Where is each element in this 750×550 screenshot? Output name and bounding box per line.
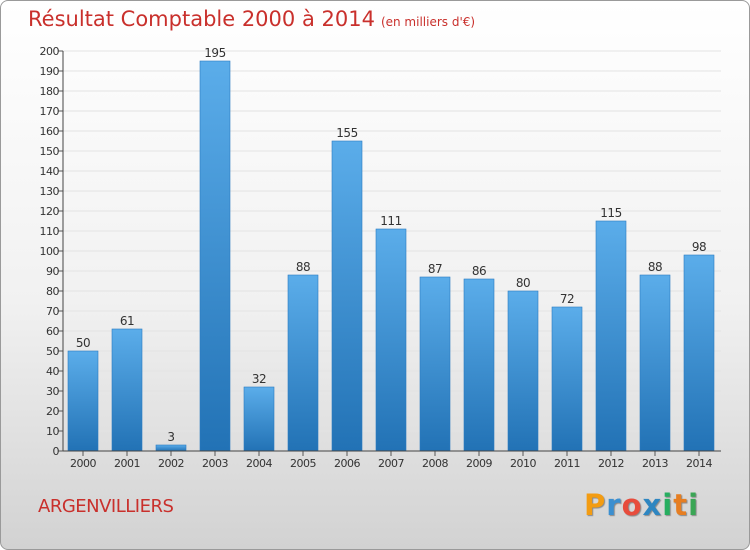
x-tick-label: 2002 xyxy=(158,457,184,470)
x-tick-label: 2004 xyxy=(246,457,272,470)
logo-letter: x xyxy=(642,488,663,522)
data-label-2001: 61 xyxy=(120,314,134,328)
bars xyxy=(67,60,715,452)
y-tick-label: 110 xyxy=(40,225,60,238)
chart-title-text: Résultat Comptable 2000 à 2014 xyxy=(28,7,375,31)
logo-letter: o xyxy=(621,488,643,522)
y-tick-label: 170 xyxy=(40,105,60,118)
data-label-2007: 111 xyxy=(380,214,401,228)
bar-2011 xyxy=(551,306,583,452)
logo-letter: i xyxy=(662,488,674,522)
bar-2002 xyxy=(155,444,187,452)
bar-2014 xyxy=(683,254,715,452)
x-axis-ticks: 2000 2001 2002 2003 2004 2005 2006 2007 2008 2009… xyxy=(70,451,713,470)
logo-letter: P xyxy=(584,488,607,522)
data-label-2002: 3 xyxy=(167,430,174,444)
axes xyxy=(62,51,721,452)
y-tick-label: 0 xyxy=(53,445,60,458)
data-label-2010: 80 xyxy=(516,276,530,290)
bar-2003 xyxy=(199,60,231,452)
x-tick-label: 2011 xyxy=(554,457,580,470)
x-tick-label: 2010 xyxy=(510,457,536,470)
x-tick-label: 2001 xyxy=(114,457,140,470)
data-label-2005: 88 xyxy=(296,260,310,274)
y-tick-label: 20 xyxy=(46,405,59,418)
x-tick-label: 2014 xyxy=(686,457,712,470)
data-label-2013: 88 xyxy=(648,260,662,274)
x-tick-label: 2013 xyxy=(642,457,668,470)
y-tick-label: 160 xyxy=(40,125,60,138)
bar-2007 xyxy=(375,228,407,452)
bar-2001 xyxy=(111,328,143,452)
data-label-2003: 195 xyxy=(204,46,225,60)
bar-2006 xyxy=(331,140,363,452)
bar-2000 xyxy=(67,350,99,452)
data-label-2004: 32 xyxy=(252,372,266,386)
bar-2012 xyxy=(595,220,627,452)
data-label-2008: 87 xyxy=(428,262,442,276)
y-tick-label: 120 xyxy=(40,205,60,218)
y-tick-label: 10 xyxy=(46,425,59,438)
bar-2005 xyxy=(287,274,319,452)
y-tick-label: 200 xyxy=(40,45,60,58)
bar-2008 xyxy=(419,276,451,452)
data-labels: 50 61 3 195 32 88 155 111 87 86 80 72 115 88 98 xyxy=(76,46,707,444)
y-tick-label: 30 xyxy=(46,385,59,398)
data-label-2009: 86 xyxy=(472,264,486,278)
y-tick-label: 40 xyxy=(46,365,59,378)
y-tick-label: 180 xyxy=(40,85,60,98)
logo-letter: i xyxy=(688,488,700,522)
logo-letter: r xyxy=(606,488,622,522)
x-tick-label: 2005 xyxy=(290,457,316,470)
x-tick-label: 2007 xyxy=(378,457,404,470)
bar-2004 xyxy=(243,386,275,452)
bar-2009 xyxy=(463,278,495,452)
y-axis-ticks: 0 10 20 30 40 50 60 70 80 90 100 110 120 130 140 150 160… xyxy=(40,45,63,458)
y-tick-label: 50 xyxy=(46,345,59,358)
y-tick-label: 130 xyxy=(40,185,60,198)
y-tick-label: 140 xyxy=(40,165,60,178)
location-name: ARGENVILLIERS xyxy=(38,496,174,517)
y-tick-label: 100 xyxy=(40,245,60,258)
chart-subtitle: (en milliers d'€) xyxy=(380,15,476,29)
y-tick-label: 70 xyxy=(46,305,59,318)
x-tick-label: 2003 xyxy=(202,457,228,470)
data-label-2012: 115 xyxy=(600,206,621,220)
y-tick-label: 80 xyxy=(46,285,59,298)
y-tick-label: 190 xyxy=(40,65,60,78)
x-tick-label: 2008 xyxy=(422,457,448,470)
proxiti-logo: Proxiti xyxy=(584,488,699,522)
x-tick-label: 2012 xyxy=(598,457,624,470)
bar-2010 xyxy=(507,290,539,452)
data-label-2000: 50 xyxy=(76,336,90,350)
data-label-2006: 155 xyxy=(336,126,357,140)
x-tick-label: 2006 xyxy=(334,457,360,470)
x-tick-label: 2000 xyxy=(70,457,96,470)
data-label-2014: 98 xyxy=(692,240,706,254)
y-tick-label: 150 xyxy=(40,145,60,158)
chart-title: Résultat Comptable 2000 à 2014 (en millie… xyxy=(28,7,475,31)
y-tick-label: 90 xyxy=(46,265,59,278)
y-tick-label: 60 xyxy=(46,325,59,338)
data-label-2011: 72 xyxy=(560,292,574,306)
logo-letter: t xyxy=(673,488,689,522)
x-tick-label: 2009 xyxy=(466,457,492,470)
bar-2013 xyxy=(639,274,671,452)
